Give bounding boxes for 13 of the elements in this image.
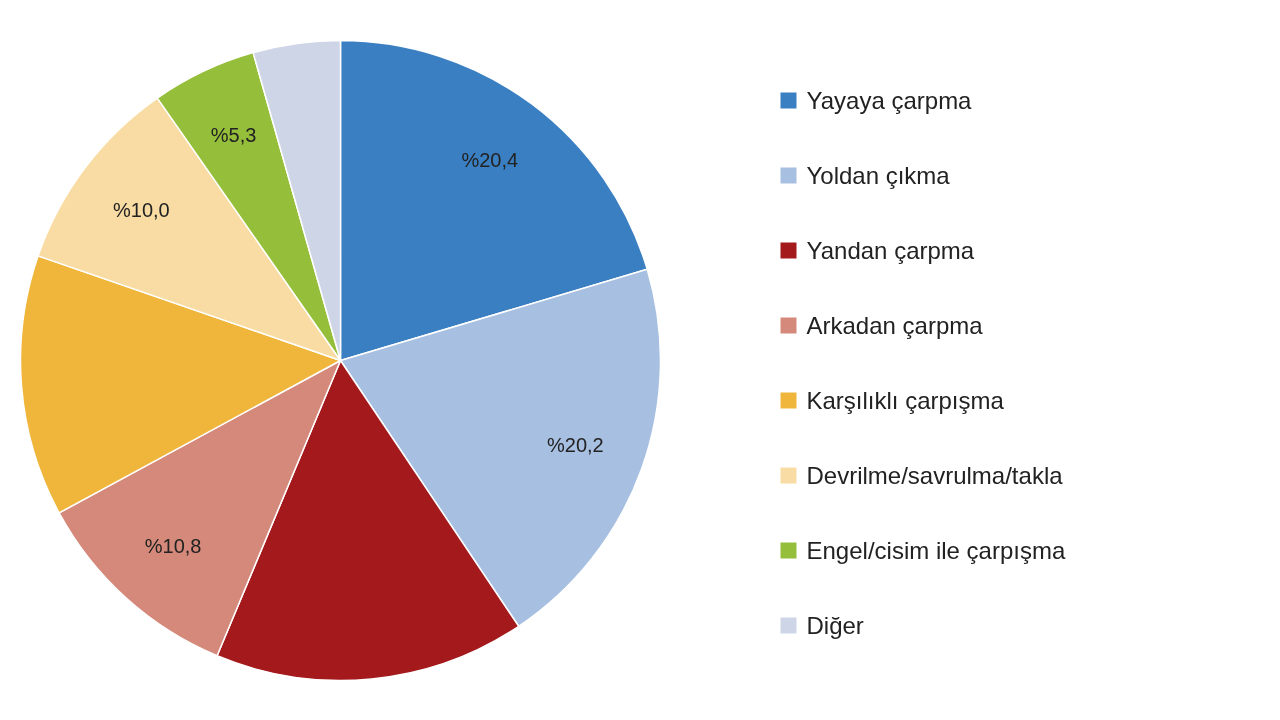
legend-label: Arkadan çarpma bbox=[806, 312, 984, 339]
legend-label: Diğer bbox=[806, 612, 864, 639]
data-label: %10,0 bbox=[113, 199, 170, 222]
legend-label: Yoldan çıkma bbox=[806, 162, 951, 189]
data-label: %20,4 bbox=[461, 149, 519, 172]
data-label: %5,3 bbox=[210, 123, 257, 146]
legend-label: Engel/cisim ile çarpışma bbox=[806, 537, 1066, 564]
legend-label: Yayaya çarpma bbox=[806, 87, 973, 114]
legend-label: Devrilme/savrulma/takla bbox=[806, 462, 1064, 489]
legend-label: Yandan çarpma bbox=[806, 237, 975, 264]
legend-label: Karşılıklı çarpışma bbox=[806, 387, 1005, 414]
data-label: %20,2 bbox=[546, 434, 604, 457]
data-label: %10,8 bbox=[144, 534, 202, 557]
